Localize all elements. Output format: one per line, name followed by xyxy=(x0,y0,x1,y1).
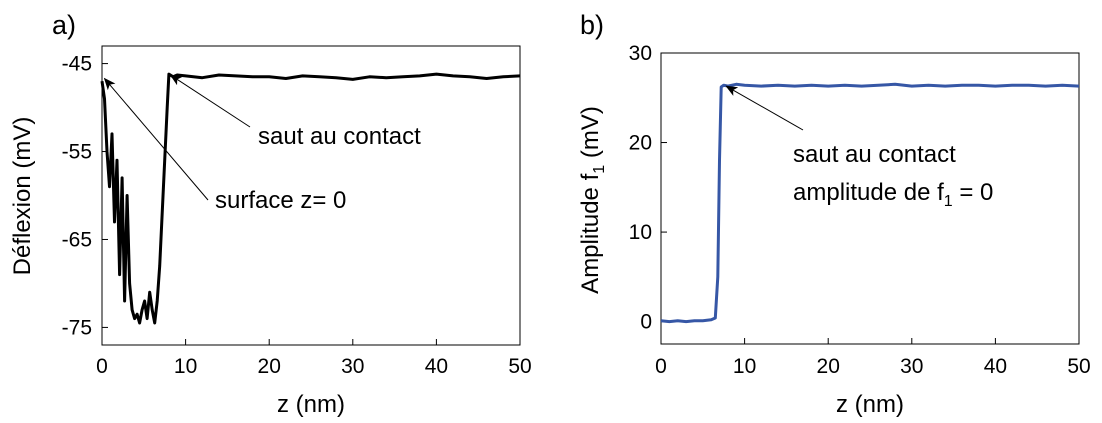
panel-a-x-tick-label: 10 xyxy=(174,355,197,378)
panel-b-x-tick-label: 50 xyxy=(1067,355,1090,378)
panel-b-y-tick-label: 20 xyxy=(629,132,652,155)
panel-a-y-tick-label: -45 xyxy=(62,53,92,76)
panel-b-y-tick-label: 10 xyxy=(629,221,652,244)
panel-a-label: a) xyxy=(52,10,76,40)
panel-a-ticks xyxy=(101,63,521,345)
panel-a-annotation-surface: surface z= 0 xyxy=(215,187,346,214)
panel-a-annotation-arrow xyxy=(169,74,251,128)
panel-b-y-tick-label: 0 xyxy=(640,311,652,334)
panel-a-y-tick-label: -75 xyxy=(62,316,92,339)
panel-b-x-tick-label: 30 xyxy=(900,355,923,378)
panel-a-y-tick-label: -55 xyxy=(62,141,92,164)
panel-a-x-tick-label: 20 xyxy=(258,355,281,378)
panel-b-annotation-line1: saut au contact xyxy=(793,141,956,168)
panel-a-y-tick-label: -65 xyxy=(62,228,92,251)
panel-b-annotation-arrow xyxy=(725,85,804,131)
panel-a-x-tick-label: 30 xyxy=(341,355,364,378)
panel-b-x-tick-label: 20 xyxy=(817,355,840,378)
panel-a-x-tick-labels: 0 10 20 30 40 50 xyxy=(96,355,532,378)
panel-a-y-tick-labels: -45 -55 -65 -75 xyxy=(62,53,92,340)
panel-b-x-tick-label: 10 xyxy=(733,355,756,378)
panel-b-label: b) xyxy=(580,10,604,40)
panel-a: a) 0 10 20 30 40 50 -45 -55 -65 -75 z (n… xyxy=(9,10,532,418)
panel-b-x-tick-label: 0 xyxy=(655,355,667,378)
panel-b-x-axis-label: z (nm) xyxy=(836,391,904,418)
panel-a-x-axis-label: z (nm) xyxy=(277,391,345,418)
panel-a-x-tick-label: 50 xyxy=(508,355,531,378)
panel-a-series-line xyxy=(100,72,521,325)
panel-a-x-tick-label: 0 xyxy=(96,355,108,378)
panel-b-series-line xyxy=(660,82,1080,324)
panel-b-annotation-line2: amplitude de f1 = 0 xyxy=(793,179,993,210)
panel-a-annotation-contact: saut au contact xyxy=(258,123,421,150)
panel-a-annotation-arrow xyxy=(103,77,209,201)
panel-b-plot-frame xyxy=(660,52,1080,345)
panel-b-x-tick-labels: 0 10 20 30 40 50 xyxy=(655,355,1091,378)
panel-b: b) 0 10 20 30 40 50 0 10 20 30 z (nm) Am… xyxy=(577,10,1091,418)
panel-b-y-tick-labels: 0 10 20 30 xyxy=(629,42,652,334)
panel-a-plot-frame xyxy=(101,45,521,346)
panel-a-x-tick-label: 40 xyxy=(425,355,448,378)
panel-b-y-axis-label: Amplitude f1 (mV) xyxy=(577,106,608,294)
panel-b-x-tick-label: 40 xyxy=(984,355,1007,378)
panel-b-y-tick-label: 30 xyxy=(629,42,652,65)
panel-a-y-axis-label: Déflexion (mV) xyxy=(9,117,36,276)
